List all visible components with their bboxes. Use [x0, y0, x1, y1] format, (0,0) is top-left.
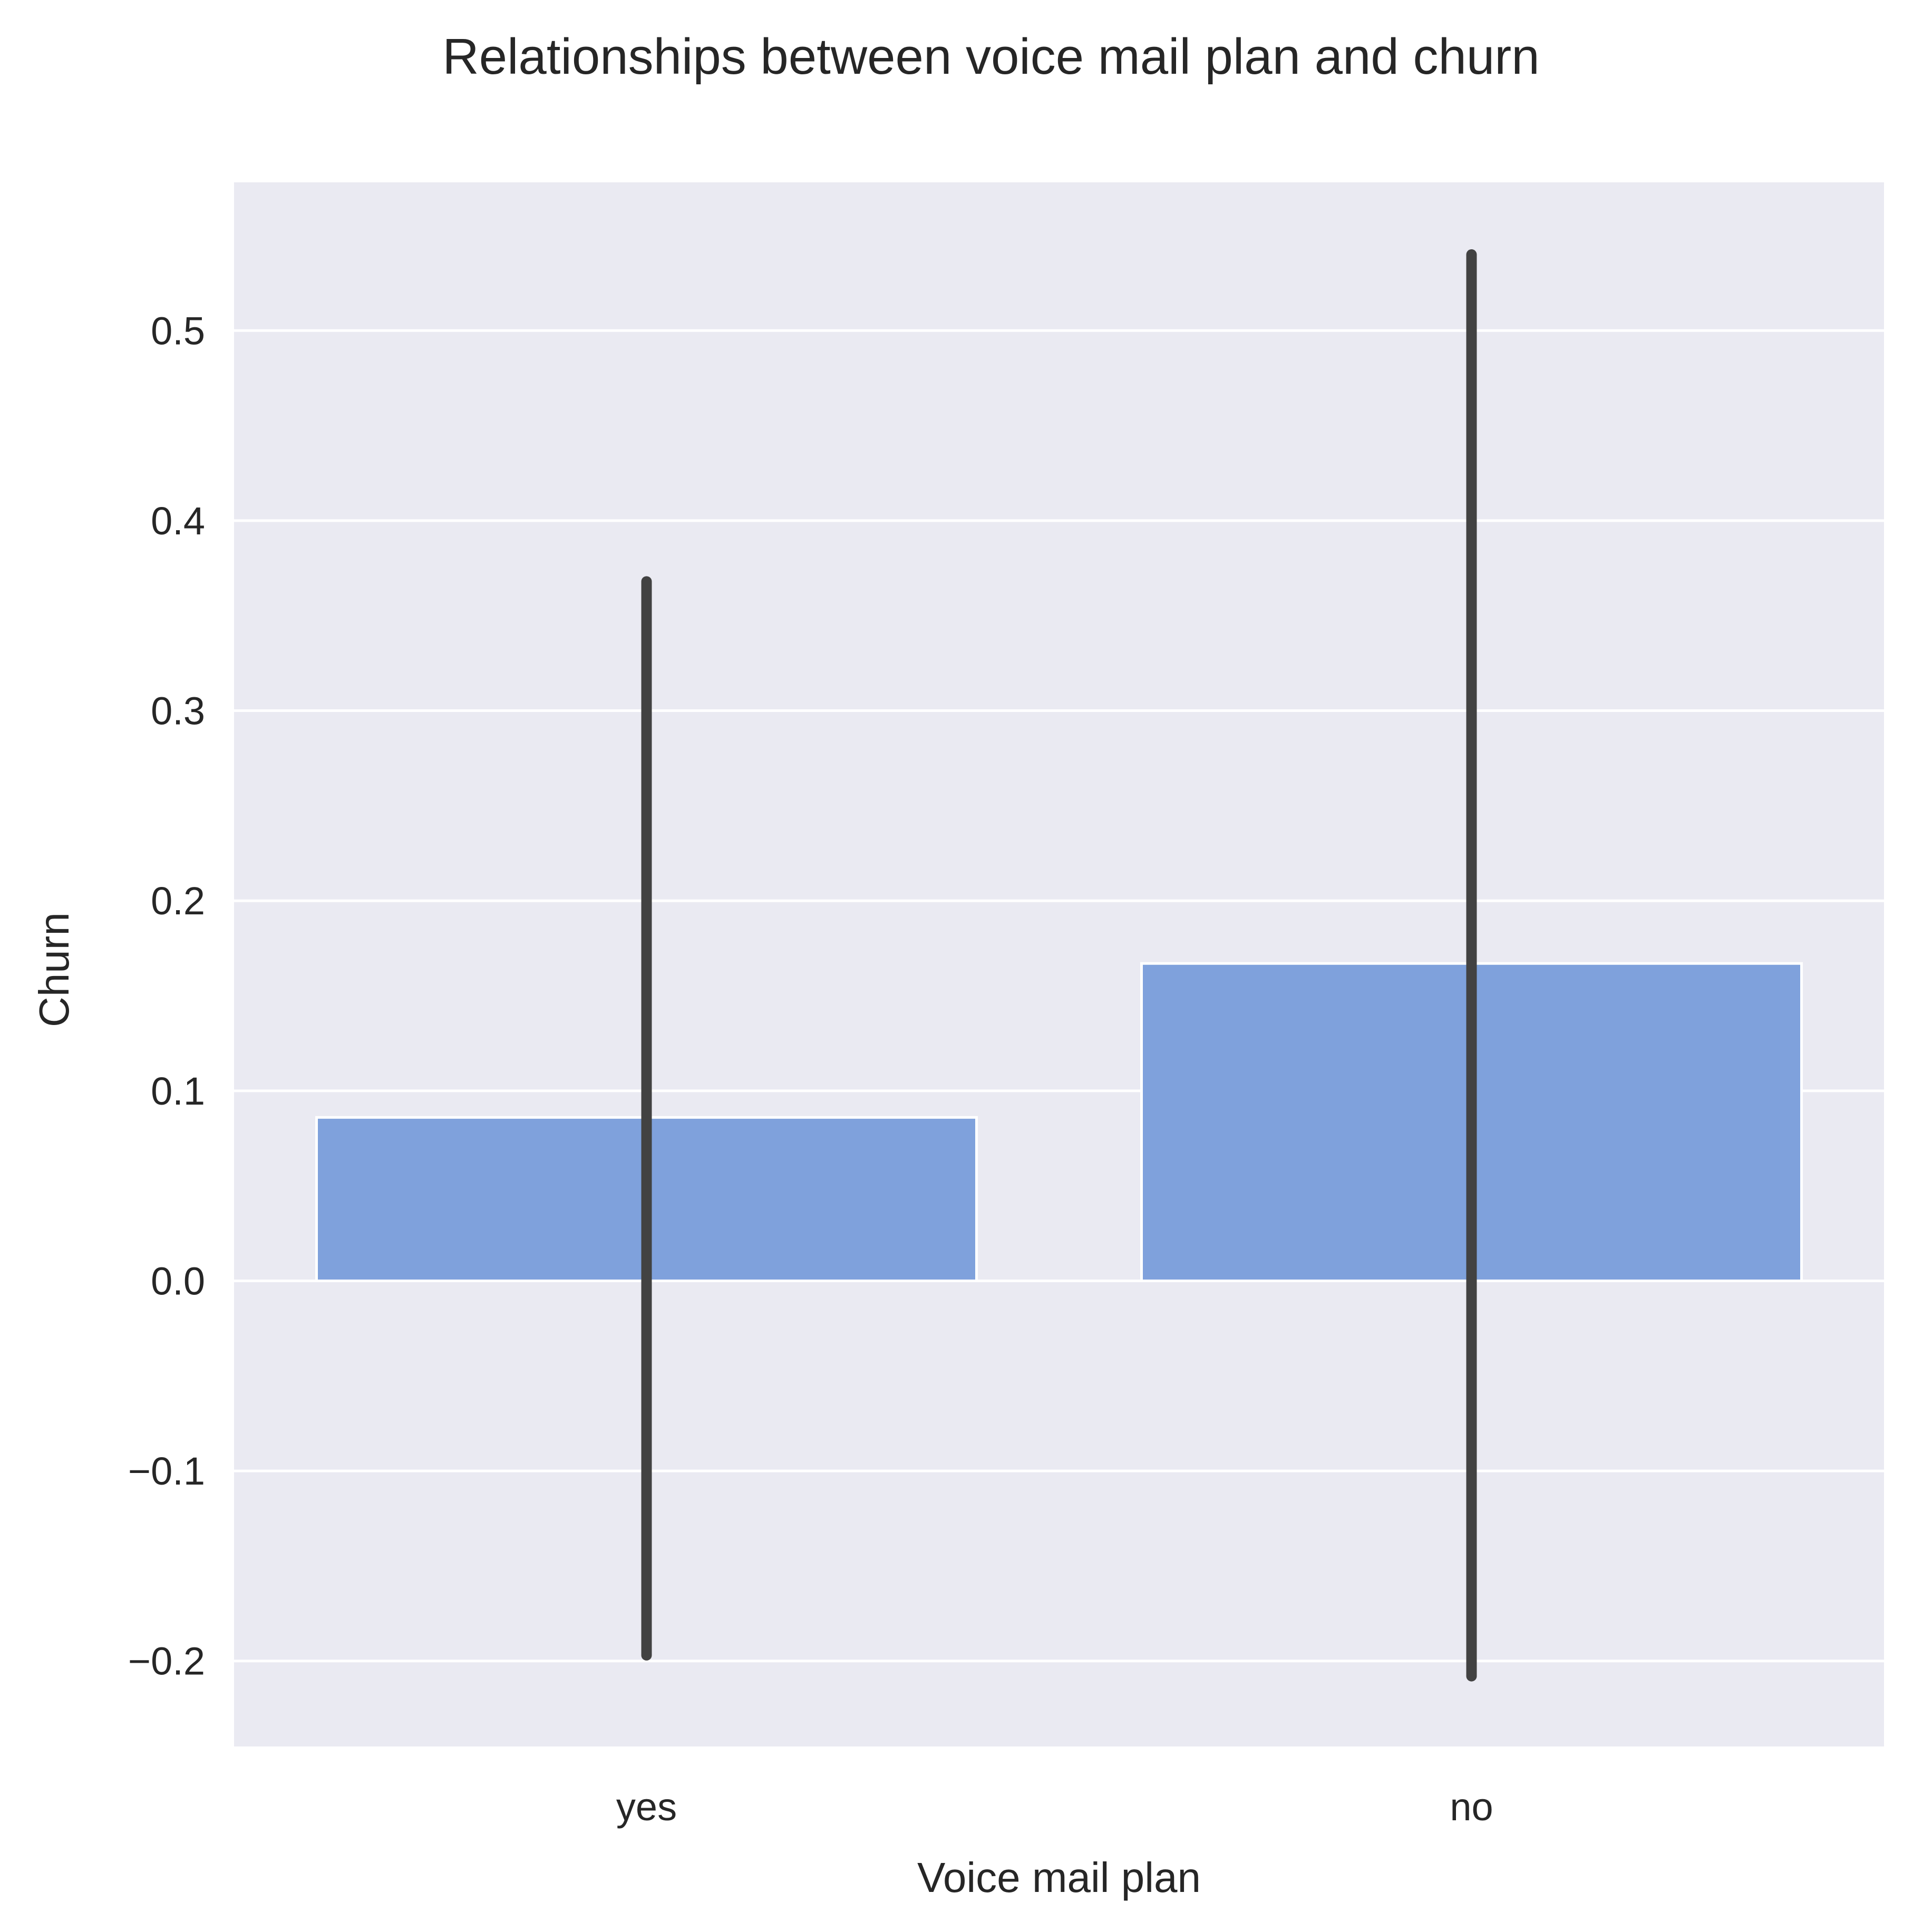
y-tick-label: 0.2: [151, 879, 205, 923]
y-tick-label: 0.1: [151, 1069, 205, 1113]
y-tick-labels: −0.2 −0.1 0.0 0.1 0.2 0.3 0.4 0.5: [128, 309, 205, 1683]
x-tick-label: no: [1450, 1785, 1493, 1829]
x-axis-label: Voice mail plan: [917, 1854, 1201, 1901]
y-tick-label: 0.3: [151, 689, 205, 733]
x-tick-labels: yes no: [616, 1785, 1493, 1829]
y-tick-label: 0.4: [151, 499, 205, 543]
plot-area: [234, 182, 1884, 1746]
y-tick-label: 0.0: [151, 1259, 205, 1303]
y-tick-label: −0.1: [128, 1449, 205, 1493]
error-bars: [641, 249, 1477, 1682]
y-axis-label: Churn: [31, 912, 77, 1027]
chart-title: Relationships between voice mail plan an…: [442, 28, 1539, 85]
y-tick-label: 0.5: [151, 309, 205, 353]
x-tick-label: yes: [616, 1785, 677, 1829]
y-tick-label: −0.2: [128, 1640, 205, 1683]
